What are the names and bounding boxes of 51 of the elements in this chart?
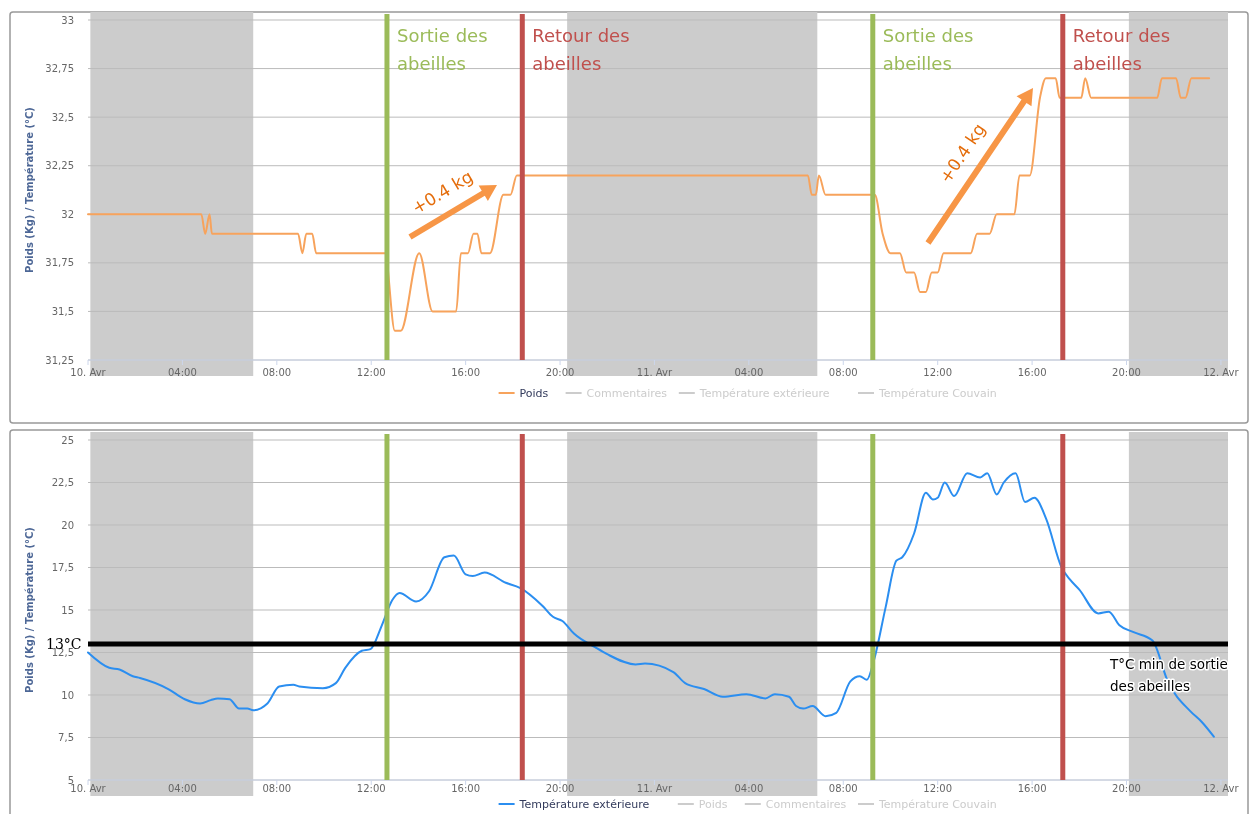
x-tick-label: 12:00 bbox=[923, 783, 953, 794]
y-tick-label: 25 bbox=[61, 434, 74, 446]
x-tick-label: 20:00 bbox=[1112, 783, 1141, 794]
x-tick-label: 12:00 bbox=[356, 783, 386, 794]
x-tick-label: 16:00 bbox=[1017, 367, 1047, 378]
x-tick-label: 12:00 bbox=[356, 367, 386, 378]
ref-line-label: Retour des abeilles bbox=[532, 25, 630, 74]
x-tick-label: 08:00 bbox=[262, 783, 292, 794]
y-tick-label: 33 bbox=[61, 14, 74, 26]
y-tick-label: 32,75 bbox=[45, 63, 74, 75]
x-tick-label: 04:00 bbox=[734, 783, 764, 794]
x-tick-label: 20:00 bbox=[545, 367, 575, 378]
y-tick-label: 17,5 bbox=[51, 562, 74, 573]
ref-line-label: Retour des abeilles bbox=[1072, 25, 1171, 74]
y-tick-label: 5 bbox=[67, 774, 74, 786]
x-tick-label: 08:00 bbox=[262, 367, 292, 378]
x-tick-label: 20:00 bbox=[1112, 367, 1141, 378]
y-axis-title: Poids (Kg) / Température (°C) bbox=[24, 527, 35, 693]
y-tick-label: 22,5 bbox=[51, 477, 74, 488]
y-tick-label: 32,25 bbox=[45, 160, 74, 172]
x-tick-label: 12:00 bbox=[923, 367, 953, 378]
y-tick-label: 31,25 bbox=[45, 354, 74, 366]
x-tick-label: 10. Avr bbox=[70, 367, 107, 378]
x-tick-label: 08:00 bbox=[828, 367, 858, 378]
x-tick-label: 10. Avr bbox=[70, 783, 107, 794]
ref-line-label: Sortie des abeilles bbox=[396, 25, 488, 74]
y-axis-title: Poids (Kg) / Température (°C) bbox=[24, 107, 35, 273]
y-tick-label: 10 bbox=[61, 689, 74, 701]
x-tick-label: 16:00 bbox=[451, 367, 481, 378]
x-tick-label: 11. Avr bbox=[636, 783, 674, 794]
x-tick-label: 11. Avr bbox=[636, 367, 674, 378]
x-tick-label: 08:00 bbox=[828, 783, 858, 794]
y-tick-label: 31,5 bbox=[51, 305, 74, 317]
x-tick-label: 04:00 bbox=[734, 367, 764, 378]
y-tick-label: 20 bbox=[61, 519, 74, 531]
x-tick-label: 12. Avr bbox=[1203, 783, 1240, 794]
y-tick-label: 32,5 bbox=[51, 111, 74, 123]
legend-label: Poids bbox=[519, 387, 549, 400]
x-tick-label: 12. Avr bbox=[1203, 367, 1240, 378]
y-tick-label: 31,75 bbox=[45, 257, 74, 269]
x-tick-label: 16:00 bbox=[1017, 783, 1047, 794]
y-tick-label: 32 bbox=[61, 208, 74, 220]
x-tick-label: 16:00 bbox=[451, 783, 481, 794]
x-tick-label: 04:00 bbox=[168, 367, 197, 378]
y-tick-label: 7,5 bbox=[58, 732, 74, 743]
x-tick-label: 04:00 bbox=[168, 783, 197, 794]
ref-line-label: Sortie des abeilles bbox=[882, 25, 974, 74]
annotation: +0.4 kg bbox=[408, 166, 477, 218]
y-tick-label: 15 bbox=[61, 604, 74, 616]
legend-label: Température extérieure bbox=[518, 798, 650, 811]
x-tick-label: 20:00 bbox=[545, 783, 575, 794]
